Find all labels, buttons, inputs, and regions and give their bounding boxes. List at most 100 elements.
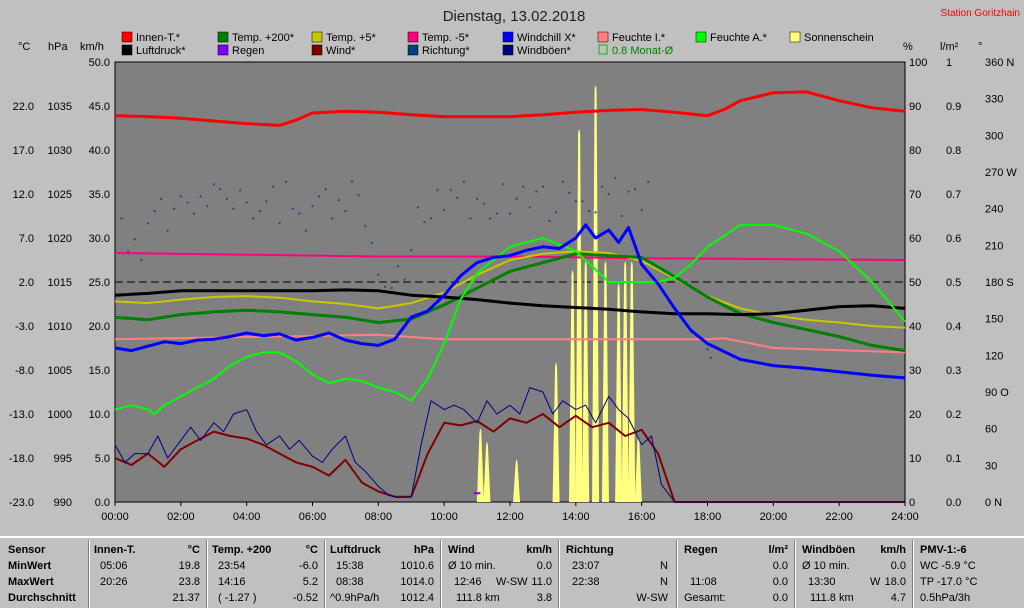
degree-tick-label: 210: [985, 240, 1003, 252]
innen-column: Innen-T. °C 05:06 19.8 20:26 23.8 21.37: [94, 542, 200, 608]
legend-label: Feuchte A.*: [710, 32, 768, 44]
hpa-tick-label: 1000: [48, 409, 72, 421]
direction-dot: [475, 197, 479, 200]
degree-tick-label: 300: [985, 130, 1003, 142]
degree-tick-label: 240: [985, 204, 1003, 216]
wind-avg10-label: Ø 10 min.: [448, 560, 496, 572]
temp-tick-label: -3.0: [15, 321, 34, 333]
direction-dot: [541, 185, 545, 188]
hpa-tick-label: 990: [54, 497, 72, 509]
degree-tick-label: 180 S: [985, 277, 1014, 289]
hpa-tick-label: 1025: [48, 189, 72, 201]
temp-max-value: 5.2: [302, 576, 318, 588]
direction-dot: [331, 217, 334, 220]
hpa-tick-label: 1020: [48, 233, 72, 245]
lm2-tick-label: 1: [946, 57, 952, 69]
richtung-min-time: 23:07: [572, 560, 600, 572]
legend-label: Temp. -5*: [422, 32, 470, 44]
direction-dot: [324, 188, 327, 191]
lm2-tick-label: 0.0: [946, 497, 961, 509]
hpa-tick-label: 1005: [48, 365, 72, 377]
percent-tick-label: 60: [909, 233, 921, 245]
series-line-temp-200: [114, 252, 906, 353]
wind-unit: km/h: [526, 544, 552, 556]
legend-label: Sonnenschein: [804, 32, 874, 44]
boeen-avg10-value: 0.0: [890, 560, 906, 572]
direction-dot: [489, 217, 492, 220]
divider: [794, 540, 796, 608]
degree-tick-label: 30: [985, 460, 997, 472]
plot-area: [115, 62, 905, 502]
kmh-tick-label: 35.0: [89, 189, 110, 201]
degree-tick-label: 60: [985, 424, 997, 436]
temp-unit: °C: [305, 544, 318, 556]
regen-min-value: 0.0: [772, 560, 788, 572]
regen-column: Regen l/m² 0.0 11:08 0.0 Gesamt: 0.0: [684, 542, 788, 608]
x-tick-label: 06:00: [299, 511, 327, 523]
boeen-column: Windböen km/h Ø 10 min. 0.0 13:30 W 18.0 111…: [802, 542, 906, 608]
richtung-avg-direction: W-SW: [636, 592, 668, 604]
regen-total-label: Gesamt:: [684, 592, 726, 604]
unit-kmh: km/h: [80, 41, 104, 53]
series-lines: [114, 90, 906, 503]
x-tick-label: 00:00: [101, 511, 129, 523]
divider: [206, 540, 208, 608]
pmv-pressure-trend: 0.5hPa/3h: [920, 592, 971, 604]
lm2-tick-label: 0.7: [946, 189, 961, 201]
direction-dot: [633, 188, 637, 191]
direction-dot: [304, 229, 308, 232]
unit-degree: °: [978, 41, 982, 53]
direction-dot: [212, 183, 215, 186]
direction-dot: [186, 201, 189, 204]
percent-tick-label: 80: [909, 145, 921, 157]
series-line-innen-t-: [114, 90, 906, 127]
direction-dot: [548, 219, 551, 222]
direction-dot: [508, 212, 512, 215]
kmh-tick-label: 5.0: [95, 453, 110, 465]
direction-dot: [120, 217, 123, 220]
richtung-min-direction: N: [660, 560, 668, 572]
legend-swatch: [217, 31, 229, 43]
lm2-tick-label: 0.3: [946, 365, 961, 377]
legend-label: Richtung*: [422, 45, 470, 57]
boeen-avg-value: 4.7: [890, 592, 906, 604]
direction-dot: [357, 194, 360, 197]
boeen-header: Windböen: [802, 544, 856, 556]
hpa-tick-label: 1010: [48, 321, 72, 333]
direction-dot: [410, 249, 413, 252]
temp-max-time: 14:16: [218, 576, 246, 588]
direction-dot: [127, 250, 130, 253]
direction-dot: [706, 348, 709, 351]
temp-tick-label: 7.0: [19, 233, 34, 245]
kmh-tick-label: 0.0: [95, 497, 110, 509]
wind-header: Wind: [448, 544, 475, 556]
legend-label: Luftdruck*: [136, 45, 186, 57]
sunshine-spike: [582, 261, 590, 502]
divider: [676, 540, 678, 608]
weather-chart: 22.0 17.0 12.0 7.0 2.0 -3.0 -8.0 -13.0 -18.0 -23.…: [8, 8, 1020, 523]
direction-dot: [640, 208, 643, 211]
wind-distance: 111.8 km: [456, 592, 500, 604]
legend-swatch: [502, 44, 514, 56]
legend-swatch: [597, 31, 609, 43]
richtung-column: Richtung 23:07 N 22:38 N W-SW: [566, 542, 668, 608]
x-tick-label: 02:00: [167, 511, 195, 523]
direction-dot: [159, 197, 163, 200]
direction-dot: [377, 273, 380, 276]
divider: [324, 540, 326, 608]
direction-dot: [298, 212, 301, 215]
legend-label: Temp. +200*: [232, 32, 295, 44]
pmv-windchill: WC -5.9 °C: [920, 560, 976, 572]
direction-dot: [587, 210, 591, 213]
series-line-wind: [114, 413, 905, 503]
series-line-temp-5: [114, 250, 906, 329]
percent-tick-label: 10: [909, 453, 921, 465]
druck-unit: hPa: [413, 544, 434, 556]
boeen-max-time: 13:30: [808, 576, 836, 588]
lm2-tick-label: 0.6: [946, 233, 961, 245]
legend-label: Windböen*: [517, 45, 572, 57]
direction-dot: [561, 180, 564, 183]
direction-dot: [423, 221, 426, 224]
x-tick-label: 14:00: [562, 511, 590, 523]
percent-tick-label: 100: [909, 57, 927, 69]
